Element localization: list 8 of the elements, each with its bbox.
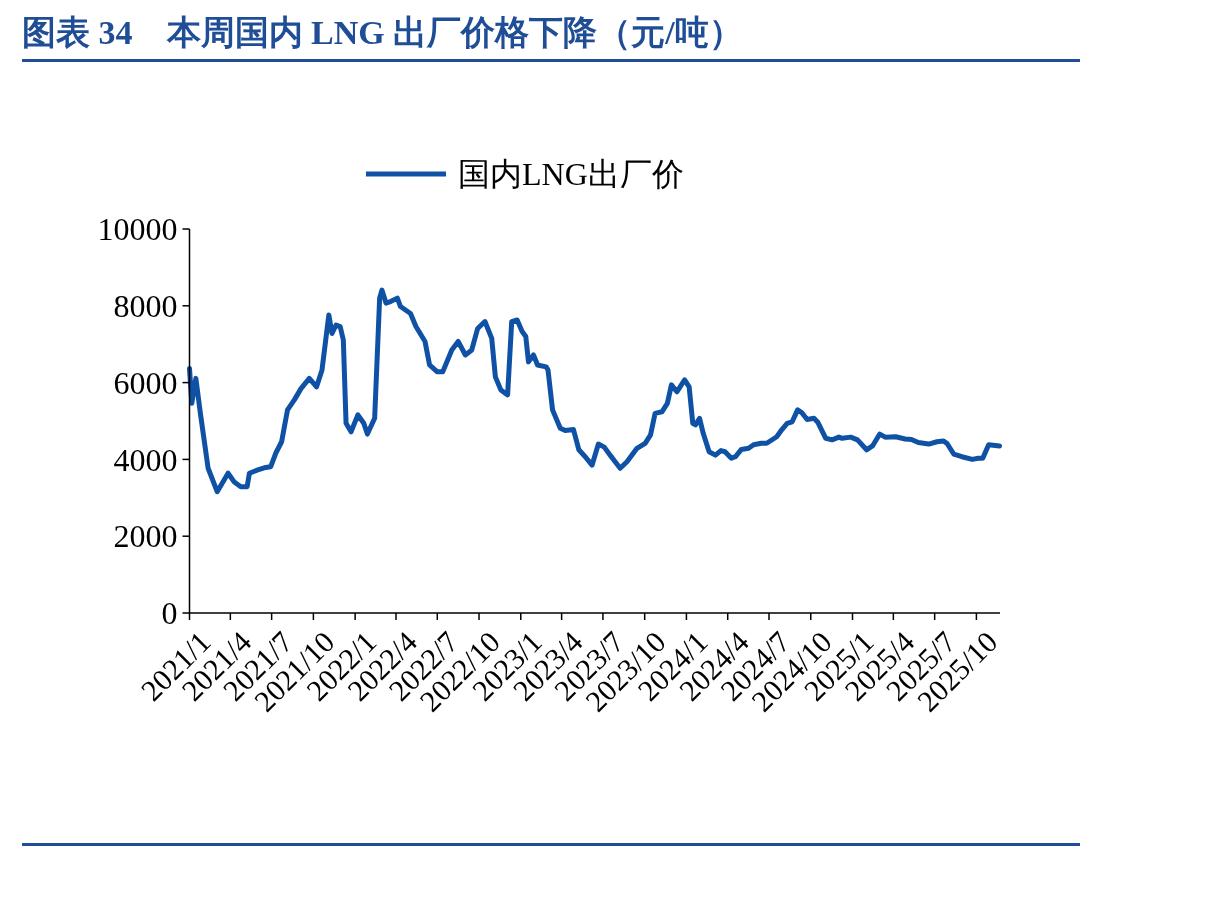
y-tick-label: 10000 bbox=[97, 211, 178, 248]
y-tick-label: 2000 bbox=[113, 518, 178, 555]
y-tick-label: 8000 bbox=[113, 288, 178, 324]
y-tick-label: 6000 bbox=[113, 364, 178, 401]
y-tick-label: 0 bbox=[161, 595, 178, 632]
y-tick-label: 4000 bbox=[113, 441, 178, 478]
legend-label: 国内LNG出厂价 bbox=[458, 156, 684, 193]
chart-title: 图表 34 本周国内 LNG 出厂价格下降（元/吨） bbox=[22, 14, 743, 51]
